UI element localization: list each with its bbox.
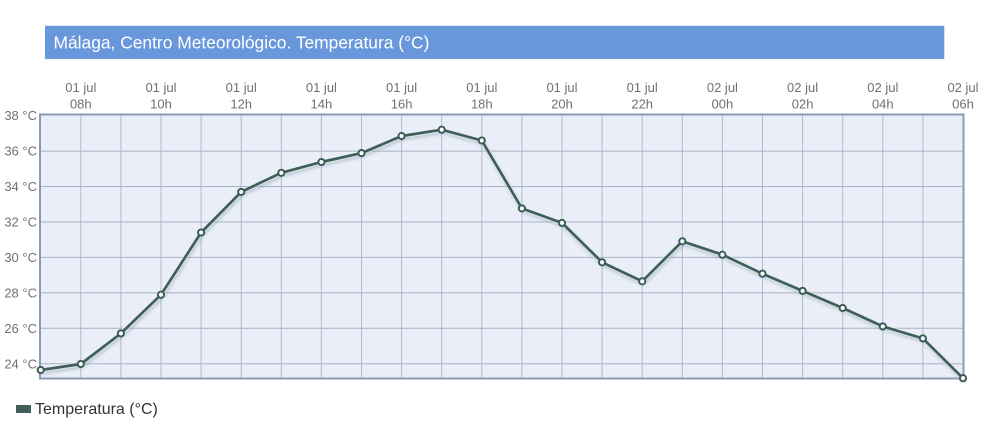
- svg-text:34 °C: 34 °C: [4, 179, 37, 194]
- svg-text:Temperatura (°C): Temperatura (°C): [35, 401, 158, 418]
- svg-text:18h: 18h: [471, 96, 493, 111]
- svg-text:32 °C: 32 °C: [4, 215, 37, 230]
- svg-text:01 jul: 01 jul: [306, 80, 337, 95]
- svg-text:26 °C: 26 °C: [4, 321, 37, 336]
- svg-text:36 °C: 36 °C: [4, 144, 37, 159]
- svg-text:01 jul: 01 jul: [145, 80, 176, 95]
- svg-text:24 °C: 24 °C: [4, 356, 37, 371]
- svg-text:01 jul: 01 jul: [546, 80, 577, 95]
- svg-text:01 jul: 01 jul: [466, 80, 497, 95]
- svg-text:16h: 16h: [391, 96, 413, 111]
- svg-text:10h: 10h: [150, 96, 172, 111]
- svg-text:01 jul: 01 jul: [627, 80, 658, 95]
- svg-text:04h: 04h: [872, 96, 894, 111]
- svg-text:22h: 22h: [631, 96, 653, 111]
- svg-text:02 jul: 02 jul: [707, 80, 738, 95]
- svg-text:14h: 14h: [311, 96, 333, 111]
- svg-text:06h: 06h: [952, 96, 974, 111]
- svg-text:01 jul: 01 jul: [65, 80, 96, 95]
- svg-text:20h: 20h: [551, 96, 573, 111]
- svg-text:00h: 00h: [712, 96, 734, 111]
- svg-text:08h: 08h: [70, 96, 92, 111]
- svg-text:02h: 02h: [792, 96, 814, 111]
- svg-text:30 °C: 30 °C: [4, 250, 37, 265]
- svg-text:02 jul: 02 jul: [947, 80, 978, 95]
- svg-text:28 °C: 28 °C: [4, 286, 37, 301]
- svg-text:02 jul: 02 jul: [787, 80, 818, 95]
- svg-text:Málaga, Centro Meteorológico.: Málaga, Centro Meteorológico. Temperatur…: [54, 32, 430, 52]
- svg-text:38 °C: 38 °C: [4, 108, 37, 123]
- svg-text:01 jul: 01 jul: [386, 80, 417, 95]
- svg-text:01 jul: 01 jul: [226, 80, 257, 95]
- svg-text:02 jul: 02 jul: [867, 80, 898, 95]
- svg-text:12h: 12h: [230, 96, 252, 111]
